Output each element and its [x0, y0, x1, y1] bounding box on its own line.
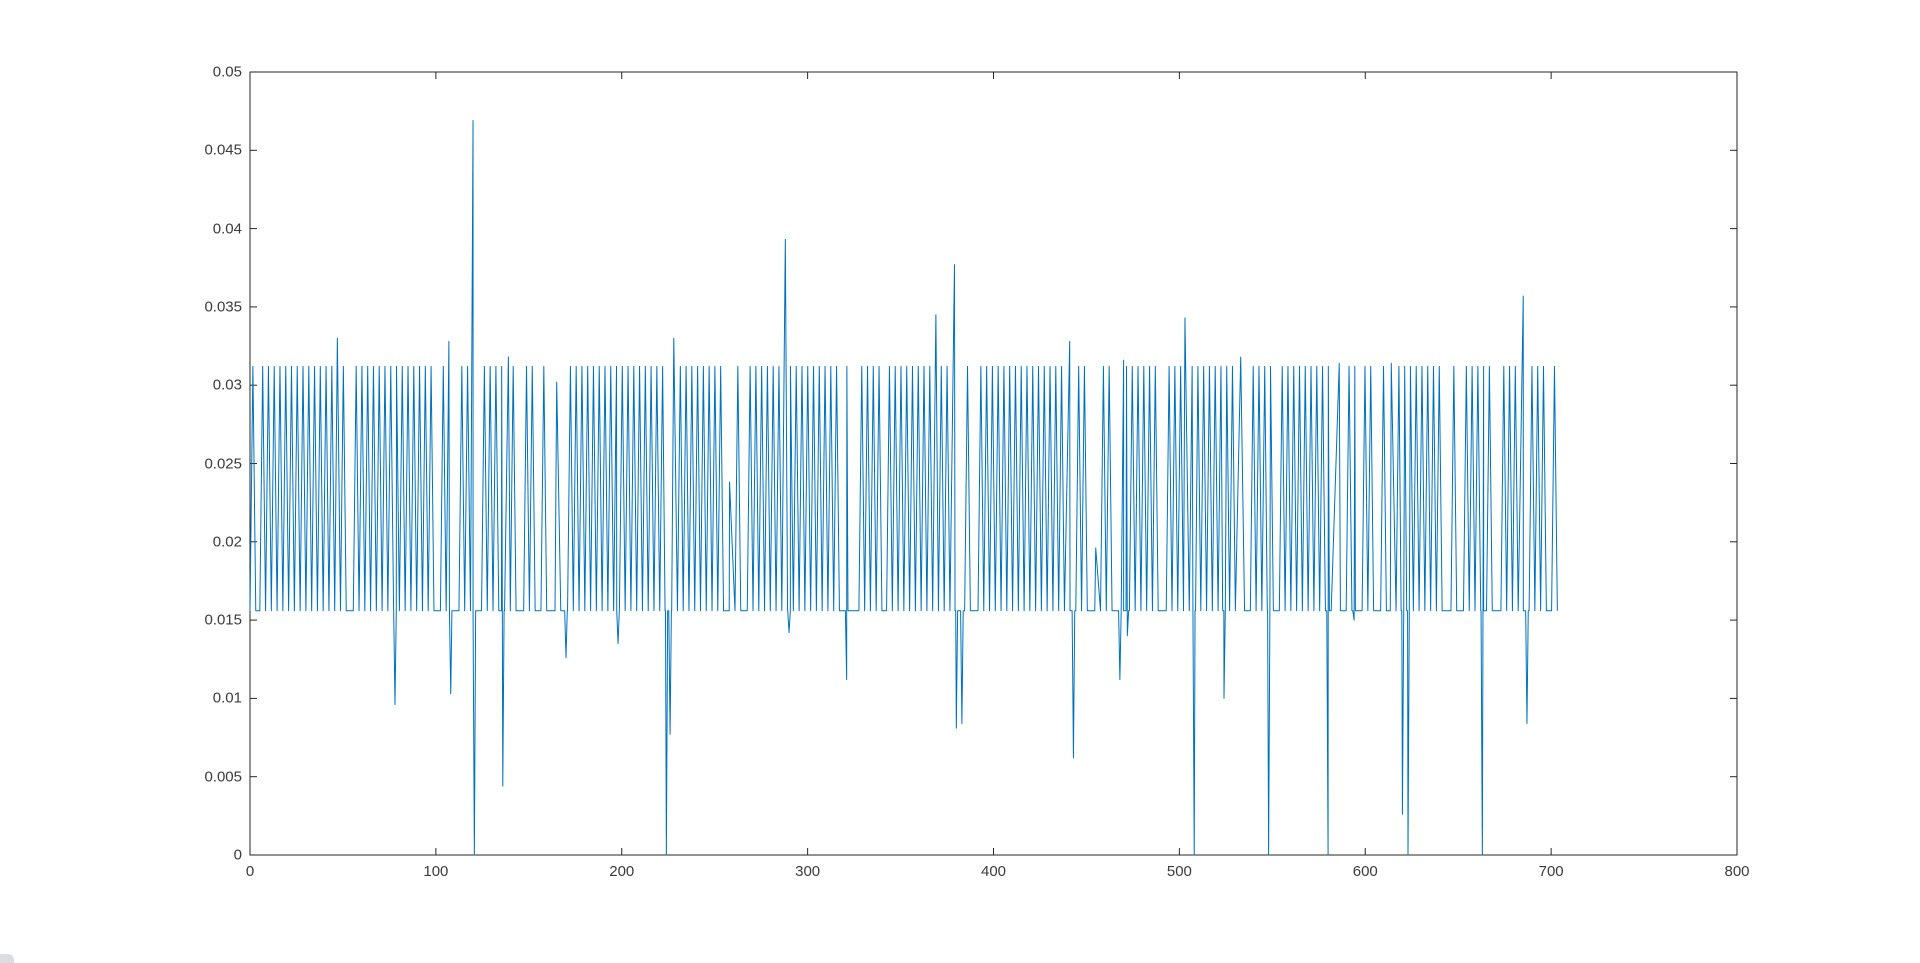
y-tick-label: 0.015 [204, 611, 242, 629]
y-tick-label: 0.04 [212, 220, 242, 238]
y-tick-label: 0.005 [204, 768, 242, 786]
x-tick-label: 300 [795, 863, 821, 880]
y-tick-label: 0.05 [212, 63, 242, 81]
signal-line [249, 120, 1558, 856]
y-tick-label: 0 [233, 846, 242, 864]
axis-ticks [249, 71, 1738, 856]
x-tick-label: 400 [980, 863, 1007, 880]
x-tick-label: 200 [609, 863, 635, 880]
y-tick-label: 0.01 [212, 689, 242, 707]
x-tick-label: 800 [1724, 863, 1750, 880]
y-tick-label: 0.02 [212, 533, 242, 551]
x-tick-label: 0 [245, 863, 255, 880]
x-tick-label: 600 [1352, 863, 1378, 880]
x-tick-label: 100 [423, 863, 449, 880]
x-tick-label: 500 [1166, 863, 1192, 880]
y-tick-label: 0.045 [204, 141, 242, 159]
y-tick-label: 0.025 [204, 455, 242, 472]
y-tick-label: 0.03 [212, 376, 242, 394]
x-tick-label: 700 [1538, 863, 1564, 880]
signal-series [249, 120, 1558, 856]
window-corner-artifact [0, 954, 14, 963]
y-tick-label: 0.035 [204, 298, 242, 316]
